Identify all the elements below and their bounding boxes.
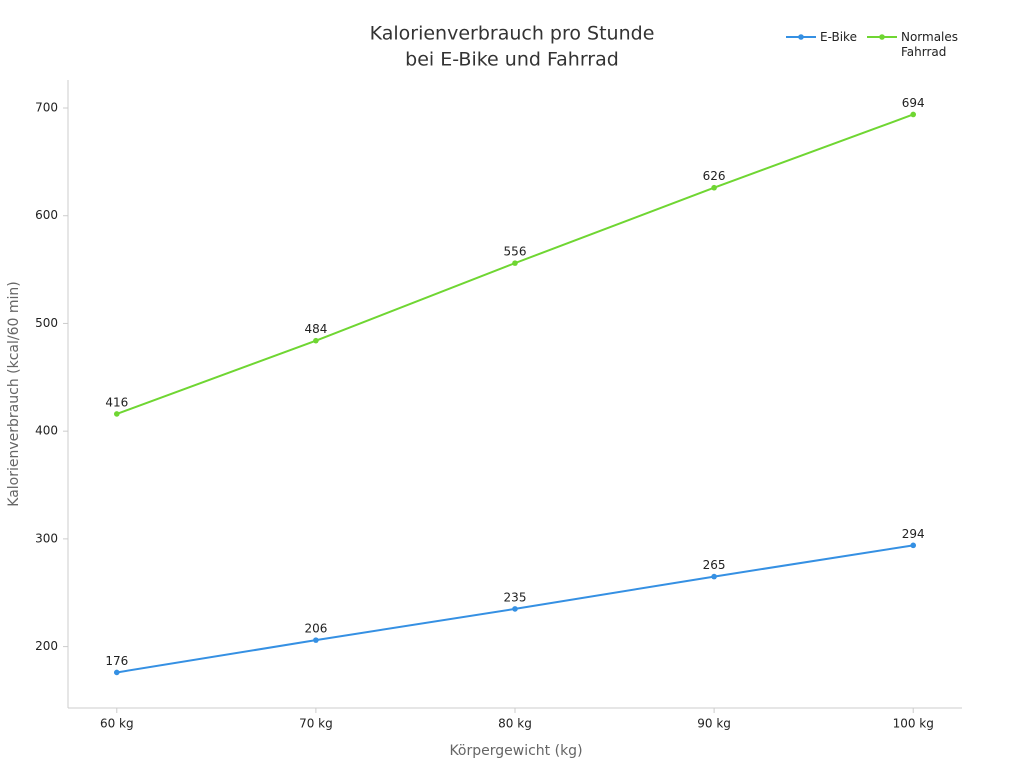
data-point — [512, 260, 518, 266]
legend-swatch — [786, 34, 816, 40]
x-tick-label: 60 kg — [100, 717, 134, 731]
data-label: 294 — [902, 527, 925, 541]
x-tick-label: 90 kg — [697, 717, 731, 731]
x-tick-label: 70 kg — [299, 717, 333, 731]
y-tick-label: 400 — [35, 424, 58, 438]
y-tick-label: 600 — [35, 208, 58, 222]
data-point — [313, 337, 319, 344]
data-point — [512, 606, 518, 612]
x-axis-title: Körpergewicht (kg) — [449, 743, 582, 759]
x-tick-label: 80 kg — [498, 717, 532, 731]
y-tick-label: 200 — [35, 639, 58, 653]
y-tick-label: 500 — [35, 316, 58, 330]
data-point — [910, 111, 917, 118]
data-label: 176 — [105, 654, 128, 668]
data-label: 265 — [703, 558, 726, 572]
legend-swatch — [866, 34, 897, 40]
chart-title: Kalorienverbrauch pro Stunde — [370, 23, 655, 45]
data-label: 235 — [504, 590, 527, 604]
y-axis-title: Kalorienverbrauch (kcal/60 min) — [6, 281, 22, 506]
data-point — [313, 637, 319, 643]
chart-title: bei E-Bike und Fahrrad — [405, 49, 619, 71]
legend-label: Normales Fahrrad — [900, 30, 959, 59]
data-label: 416 — [105, 395, 128, 409]
y-tick-label: 700 — [35, 101, 58, 115]
data-label: 626 — [703, 169, 726, 183]
y-tick-label: 300 — [35, 531, 58, 545]
data-label: 694 — [902, 96, 925, 110]
x-tick-label: 100 kg — [893, 717, 934, 731]
legend-item: Normales Fahrrad — [866, 30, 963, 60]
data-point — [113, 411, 120, 417]
data-point — [910, 542, 917, 549]
data-point — [113, 669, 120, 676]
legend: E-Bike Normales Fahrrad — [786, 30, 963, 60]
data-point — [711, 573, 717, 580]
data-point — [711, 184, 717, 191]
legend-item: E-Bike — [786, 30, 857, 60]
data-label: 556 — [504, 245, 527, 259]
data-label: 484 — [304, 322, 327, 336]
data-label: 206 — [304, 622, 327, 636]
legend-label: E-Bike — [820, 30, 857, 44]
